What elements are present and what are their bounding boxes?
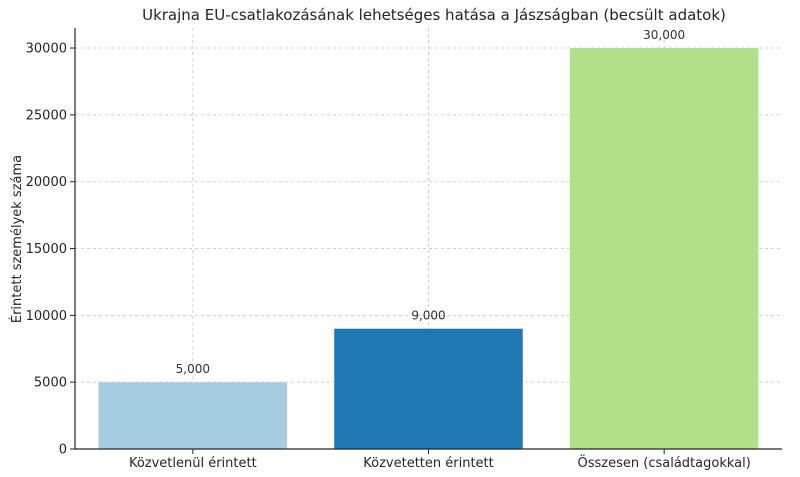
bar xyxy=(569,48,759,450)
data-labels: 5,000 9,000 30,000 xyxy=(176,28,686,376)
x-tick-label: Összesen (családtagokkal) xyxy=(578,454,751,471)
chart-title: Ukrajna EU-csatlakozásának lehetséges ha… xyxy=(142,6,726,24)
bar-value-label: 30,000 xyxy=(643,28,685,42)
y-tick-label: 10000 xyxy=(26,309,67,324)
y-tick-label: 0 xyxy=(59,443,67,458)
y-tick-label: 25000 xyxy=(26,108,67,123)
y-tick-label: 30000 xyxy=(26,42,67,57)
y-tick-label: 5000 xyxy=(34,376,67,391)
y-tick-label: 15000 xyxy=(26,242,67,257)
bar-value-label: 5,000 xyxy=(176,362,210,376)
bar-value-label: 9,000 xyxy=(411,309,445,323)
axis-ticks: 0 5000 10000 15000 20000 25000 30000 Közvetlenü… xyxy=(26,42,751,471)
bar xyxy=(334,328,523,449)
bars xyxy=(98,48,759,450)
bar xyxy=(98,382,288,449)
x-tick-label: Közvetlenül érintett xyxy=(129,456,257,471)
axis-spine xyxy=(74,28,782,450)
y-tick-label: 20000 xyxy=(26,175,67,190)
y-axis-label: Érintett személyek száma xyxy=(9,155,25,323)
x-tick-label: Közvetetten érintett xyxy=(363,456,494,471)
